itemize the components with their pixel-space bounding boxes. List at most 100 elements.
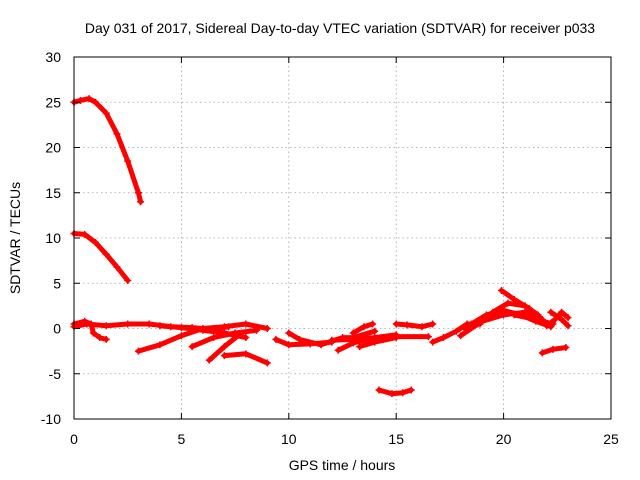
series-arc-15 (349, 320, 377, 337)
data-point (562, 344, 570, 352)
series-layer (70, 95, 572, 398)
data-point (102, 322, 110, 330)
data-point (482, 311, 490, 319)
data-point (242, 334, 250, 342)
data-point (349, 339, 357, 347)
y-tick-label: 10 (45, 230, 61, 246)
series-line (393, 321, 436, 330)
data-point (91, 98, 99, 106)
data-point (156, 341, 164, 349)
y-tick-label: 15 (45, 185, 61, 201)
y-tick-label: 5 (53, 275, 61, 291)
x-tick-label: 20 (496, 431, 512, 447)
data-point (83, 320, 91, 328)
data-point (457, 332, 465, 340)
data-point (137, 198, 145, 206)
data-point (371, 338, 379, 346)
data-point (452, 327, 460, 335)
data-point (113, 263, 121, 271)
series-arc-26 (538, 344, 570, 357)
data-point (525, 305, 533, 313)
data-point (285, 329, 293, 337)
data-point (199, 326, 207, 334)
data-point (564, 322, 572, 330)
y-tick-label: 0 (53, 321, 61, 337)
data-point (388, 390, 396, 398)
data-point (547, 308, 555, 316)
data-point (328, 336, 336, 344)
data-point (497, 286, 505, 294)
data-point (177, 324, 185, 332)
data-point (81, 230, 89, 238)
data-point (504, 299, 512, 307)
data-point (96, 334, 104, 342)
series-line (71, 96, 144, 205)
data-point (558, 308, 566, 316)
y-tick-label: 20 (45, 140, 61, 156)
data-point (89, 329, 97, 337)
series-arc-14 (356, 334, 400, 351)
series-arc-1 (70, 95, 145, 206)
series-line (335, 332, 399, 353)
data-point (156, 322, 164, 330)
data-point (253, 326, 261, 334)
data-point (177, 332, 185, 340)
data-point (418, 323, 426, 331)
data-point (538, 349, 546, 357)
data-point (91, 239, 99, 247)
chart-title: Day 031 of 2017, Sidereal Day-to-day VTE… (85, 20, 595, 36)
series-line (499, 288, 545, 322)
data-point (467, 320, 475, 328)
series-arc-25 (547, 308, 572, 330)
data-point (134, 189, 142, 197)
ticks: 0 5 10 15 20 25 -10 -5 0 5 10 15 20 25 30 (41, 49, 619, 447)
data-point (124, 277, 132, 285)
data-point (532, 315, 540, 323)
series-arc-9 (156, 322, 250, 342)
data-point (242, 350, 250, 358)
data-point (102, 335, 110, 343)
data-point (429, 338, 437, 346)
x-tick-label: 0 (70, 431, 78, 447)
series-line (273, 336, 335, 348)
data-point (220, 323, 228, 331)
x-axis-label: GPS time / hours (289, 457, 396, 473)
series-line (376, 387, 414, 397)
series-line (539, 345, 569, 356)
data-point (102, 250, 110, 258)
data-point (124, 320, 132, 328)
data-point (500, 306, 508, 314)
data-point (188, 343, 196, 351)
series-arc-11 (272, 335, 336, 349)
data-point (220, 352, 228, 360)
data-point (145, 320, 153, 328)
data-point (272, 335, 280, 343)
y-axis-label: SDTVAR / TECUs (7, 182, 23, 294)
data-point (220, 329, 228, 337)
data-point (263, 325, 271, 332)
data-point (439, 334, 447, 342)
data-point (360, 323, 368, 331)
data-point (424, 333, 432, 341)
data-point (306, 340, 314, 348)
data-point (349, 329, 357, 337)
x-tick-label: 25 (603, 431, 619, 447)
data-point (102, 109, 110, 117)
series-arc-8 (220, 350, 271, 367)
y-tick-label: 30 (45, 49, 61, 65)
x-tick-label: 10 (281, 431, 297, 447)
y-tick-label: 25 (45, 94, 61, 110)
data-point (403, 321, 411, 329)
data-point (429, 320, 437, 328)
data-point (564, 314, 572, 322)
x-tick-label: 5 (178, 431, 186, 447)
data-point (334, 346, 342, 354)
data-point (263, 359, 271, 367)
data-point (558, 315, 566, 323)
series-arc-3 (70, 317, 110, 343)
data-point (510, 311, 518, 319)
data-point (392, 320, 400, 328)
data-point (399, 389, 407, 397)
grid (74, 57, 611, 419)
data-point (76, 96, 84, 104)
